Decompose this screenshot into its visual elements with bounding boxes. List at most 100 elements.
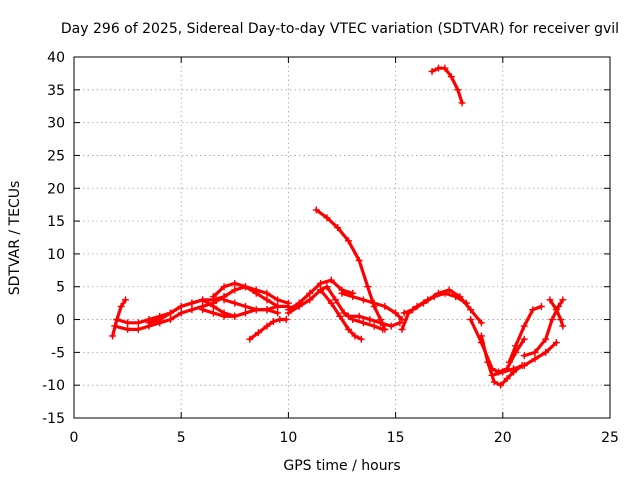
- data-point: [458, 99, 466, 107]
- data-point: [312, 206, 320, 214]
- data-point: [188, 299, 196, 307]
- x-tick-label: 10: [279, 430, 297, 446]
- data-point: [323, 283, 331, 291]
- data-traces: [109, 64, 567, 389]
- data-point: [134, 325, 142, 333]
- x-axis-label: GPS time / hours: [283, 458, 400, 474]
- data-point: [510, 365, 518, 373]
- data-point: [209, 293, 217, 301]
- y-tick-label: -15: [42, 411, 65, 427]
- data-point: [220, 283, 228, 291]
- y-tick-label: 30: [47, 116, 65, 132]
- data-point: [263, 306, 271, 314]
- data-point: [531, 348, 539, 356]
- data-point: [542, 335, 550, 343]
- data-point: [231, 286, 239, 294]
- data-point: [269, 318, 277, 326]
- data-point: [340, 309, 348, 317]
- data-point: [344, 237, 352, 245]
- data-point: [242, 309, 250, 317]
- data-point: [359, 296, 367, 304]
- series-s14: [338, 289, 406, 324]
- data-point: [282, 316, 290, 324]
- data-point: [254, 329, 262, 337]
- data-point: [156, 316, 164, 324]
- series-line: [110, 298, 128, 338]
- data-point: [409, 306, 417, 314]
- data-point: [505, 358, 513, 366]
- data-point: [503, 375, 511, 383]
- data-point: [317, 286, 325, 294]
- data-point: [166, 316, 174, 324]
- data-point: [387, 322, 395, 330]
- y-tick-label: 0: [56, 313, 65, 329]
- series-s11: [284, 283, 387, 333]
- x-tick-label: 15: [387, 430, 405, 446]
- data-point: [327, 276, 335, 284]
- y-tick-label: 20: [47, 181, 65, 197]
- data-point: [497, 381, 505, 389]
- x-tick-label: 5: [177, 430, 186, 446]
- y-tick-label: 35: [47, 83, 65, 99]
- data-point: [370, 322, 378, 330]
- data-point: [454, 86, 462, 94]
- y-tick-label: 15: [47, 214, 65, 230]
- series-s20: [488, 339, 560, 379]
- y-tick-labels: -15 -10 -5 0 5 10 15 20 25 30 35 40: [42, 50, 65, 427]
- data-point: [441, 289, 449, 297]
- grid-lines: [74, 57, 610, 418]
- data-point: [306, 289, 314, 297]
- data-point: [109, 332, 117, 340]
- data-point: [552, 306, 560, 314]
- data-point: [220, 312, 228, 320]
- y-tick-label: 25: [47, 148, 65, 164]
- data-point: [559, 322, 567, 330]
- data-point: [117, 302, 125, 310]
- data-point: [529, 306, 537, 314]
- data-point: [359, 319, 367, 327]
- data-point: [242, 302, 250, 310]
- data-point: [488, 371, 496, 379]
- series-s13: [317, 286, 365, 343]
- data-point: [276, 316, 284, 324]
- series-s9: [246, 316, 290, 343]
- y-axis-label: SDTVAR / TECUs: [7, 181, 23, 296]
- data-point: [323, 214, 331, 222]
- data-point: [121, 296, 129, 304]
- data-point: [490, 378, 498, 386]
- data-point: [477, 332, 485, 340]
- data-point: [199, 306, 207, 314]
- data-point: [242, 283, 250, 291]
- data-point: [344, 312, 352, 320]
- series-line: [248, 317, 288, 341]
- data-point: [520, 335, 528, 343]
- y-tick-label: -10: [42, 378, 65, 394]
- data-point: [263, 289, 271, 297]
- data-point: [336, 312, 344, 320]
- data-point: [398, 325, 406, 333]
- data-point: [246, 335, 254, 343]
- data-point: [542, 348, 550, 356]
- series-s24: [428, 64, 466, 107]
- data-point: [477, 319, 485, 327]
- series-s15: [344, 312, 404, 330]
- x-tick-labels: 0 5 10 15 20 25: [70, 430, 619, 446]
- data-point: [546, 296, 554, 304]
- data-point: [377, 319, 385, 327]
- data-point: [520, 352, 528, 360]
- data-point: [124, 325, 132, 333]
- data-point: [231, 312, 239, 320]
- series-line: [430, 66, 464, 105]
- series-s23: [546, 296, 567, 330]
- data-point: [467, 306, 475, 314]
- y-tick-label: 5: [56, 280, 65, 296]
- data-point: [306, 296, 314, 304]
- data-point: [381, 325, 389, 333]
- data-point: [462, 299, 470, 307]
- data-point: [327, 299, 335, 307]
- data-point: [188, 306, 196, 314]
- y-tick-label: 40: [47, 50, 65, 66]
- data-point: [512, 342, 520, 350]
- data-point: [274, 296, 282, 304]
